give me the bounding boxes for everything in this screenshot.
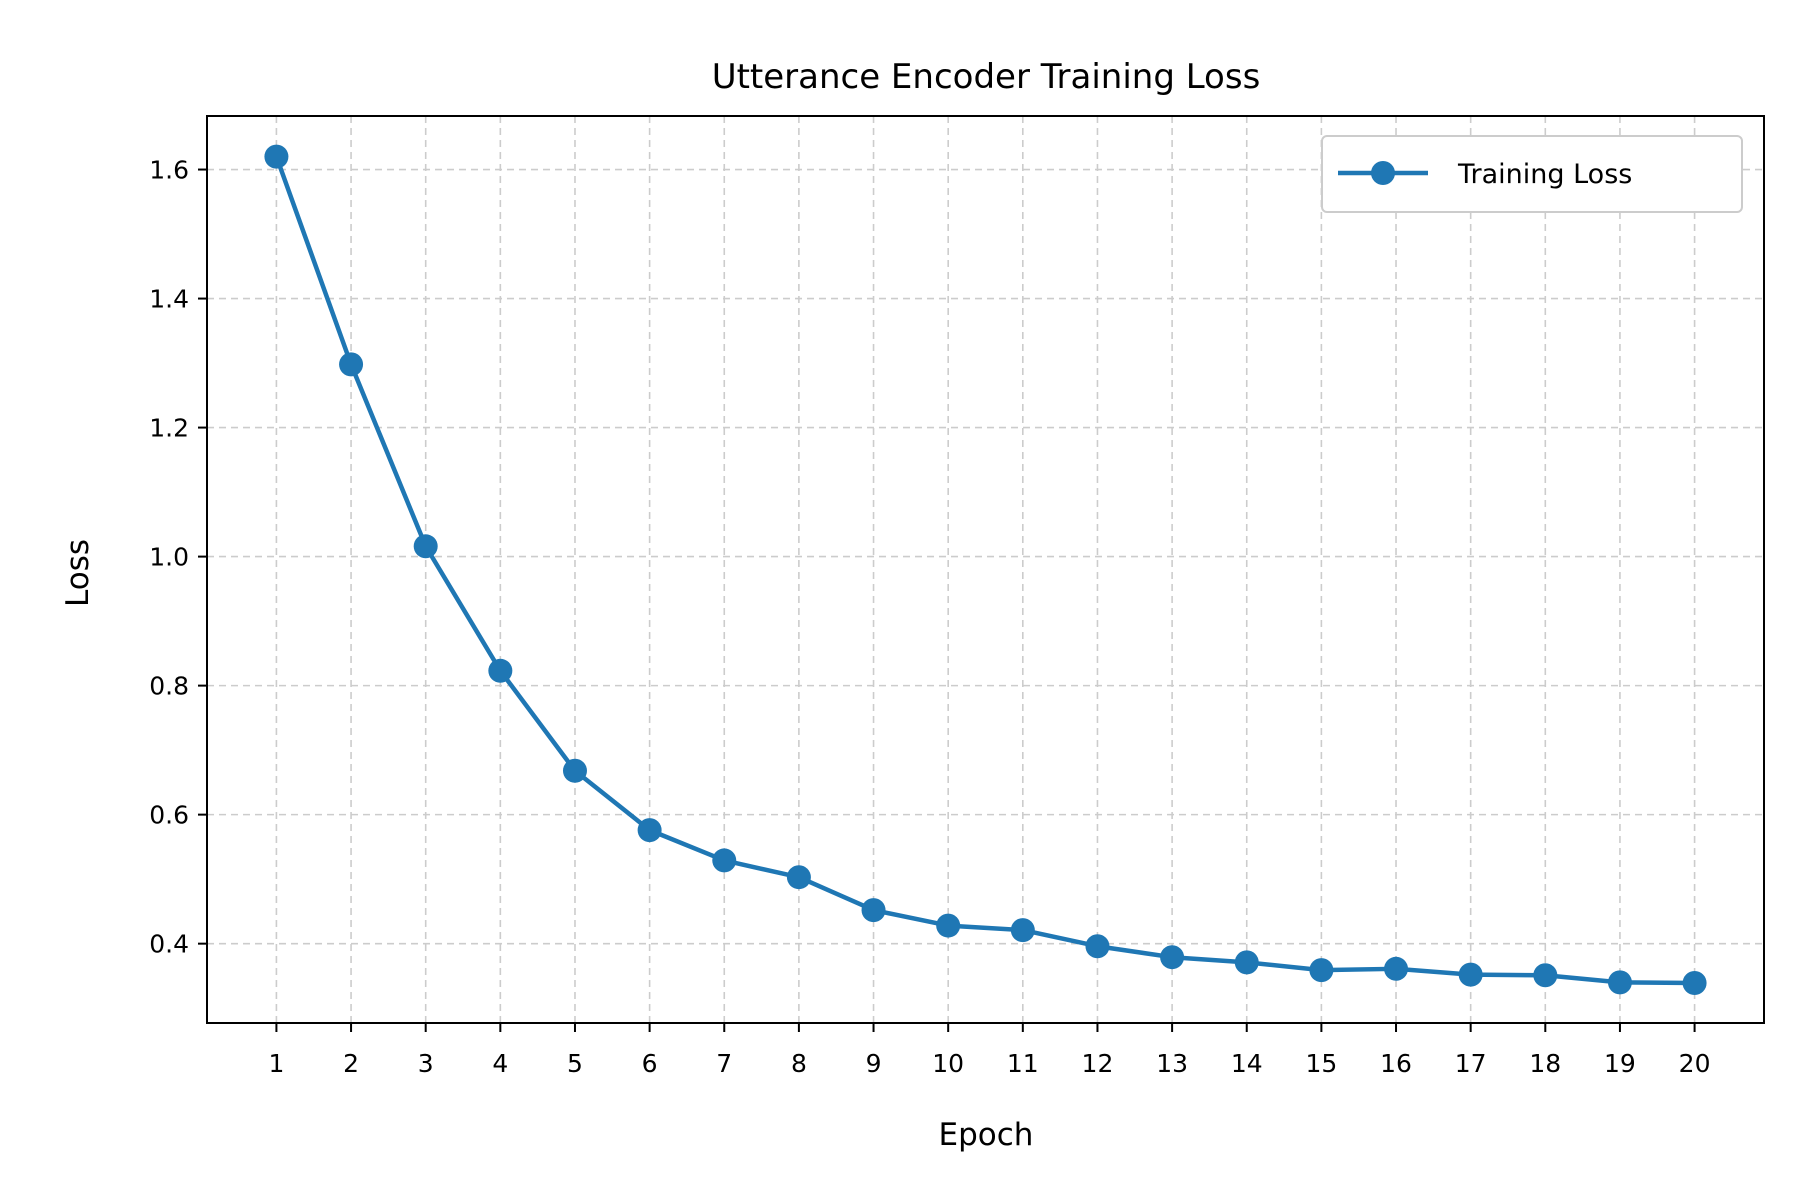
legend: Training Loss [1321,135,1743,213]
data-point-epoch-6 [637,818,662,843]
x-tick-label-12: 12 [1082,1049,1114,1078]
data-point-epoch-8 [786,865,811,890]
data-point-epoch-17 [1458,962,1483,987]
data-point-epoch-9 [861,898,886,923]
plot-frame [206,115,1765,1024]
x-tick-label-1: 1 [268,1049,284,1078]
x-tick-label-14: 14 [1231,1049,1263,1078]
x-tick-label-3: 3 [418,1049,434,1078]
data-point-epoch-3 [413,534,438,559]
x-tick-label-20: 20 [1679,1049,1711,1078]
series-layer [264,144,1707,996]
legend-box [1321,135,1743,213]
x-tick-label-19: 19 [1604,1049,1636,1078]
data-point-epoch-2 [339,352,364,377]
data-point-epoch-11 [1010,918,1035,943]
y-tick-label-1.6: 1.6 [149,156,189,185]
y-tick-label-1.4: 1.4 [149,285,189,314]
data-point-epoch-18 [1533,963,1558,988]
y-axis-label: Loss [60,539,96,607]
x-tick-label-16: 16 [1380,1049,1412,1078]
y-tick-label-0.6: 0.6 [149,801,189,830]
x-tick-label-2: 2 [343,1049,359,1078]
x-tick-label-18: 18 [1529,1049,1561,1078]
data-point-epoch-10 [936,913,961,938]
x-tick-label-11: 11 [1007,1049,1039,1078]
x-tick-label-7: 7 [716,1049,732,1078]
x-tick-label-13: 13 [1156,1049,1188,1078]
x-tick-label-8: 8 [791,1049,807,1078]
x-tick-label-15: 15 [1305,1049,1337,1078]
legend-label-training-loss: Training Loss [1457,159,1632,190]
data-point-epoch-13 [1160,945,1185,970]
data-point-epoch-5 [562,758,587,783]
x-axis-label: Epoch [939,1117,1034,1153]
data-point-epoch-16 [1384,956,1409,981]
data-point-epoch-4 [488,658,513,683]
data-point-epoch-15 [1309,958,1334,983]
data-point-epoch-20 [1682,971,1707,996]
y-tick-label-0.8: 0.8 [149,672,189,701]
x-tick-label-5: 5 [567,1049,583,1078]
data-point-epoch-14 [1234,950,1259,975]
y-tick-label-1.0: 1.0 [149,543,189,572]
x-tick-label-17: 17 [1455,1049,1487,1078]
chart-title: Utterance Encoder Training Loss [712,57,1261,97]
data-point-epoch-12 [1085,934,1110,959]
legend-marker-swatch [1371,161,1395,185]
x-tick-label-10: 10 [932,1049,964,1078]
data-point-epoch-1 [264,144,289,169]
x-tick-label-6: 6 [642,1049,658,1078]
tick-layer: 1 2 3 4 5 6 7 8 9 10 11 12 13 14 15 16 17 18 19 200.40.60.8… [149,156,1710,1078]
series-line-training-loss [274,154,1697,986]
y-tick-label-0.4: 0.4 [149,930,189,959]
data-point-epoch-19 [1607,970,1632,995]
y-tick-label-1.2: 1.2 [149,414,189,443]
x-tick-label-4: 4 [492,1049,508,1078]
x-tick-label-9: 9 [866,1049,882,1078]
data-point-epoch-7 [712,848,737,873]
